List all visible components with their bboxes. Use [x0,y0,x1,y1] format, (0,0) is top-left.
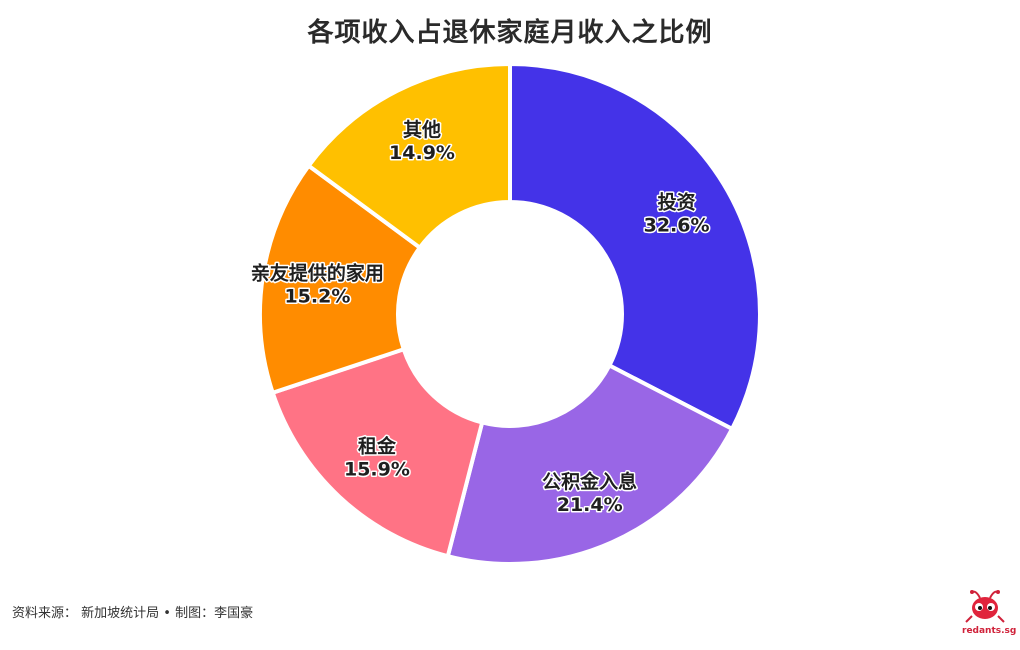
slice-value-label: 32.6% [644,215,710,237]
slice-label: 租金 [358,435,397,458]
slice-label: 投资 [658,191,696,214]
source-note: 资料来源： 新加坡统计局 • 制图：李国豪 [12,606,254,621]
slices-group [258,61,762,566]
slice-value-label: 15.9% [344,459,410,481]
slice-value-label: 15.2% [284,285,350,307]
pie-slice [508,61,762,432]
logo-text: redants.sg [962,626,1017,636]
pie-slice [445,362,735,566]
chart-title: 各项收入占退休家庭月收入之比例 [307,18,713,48]
ant-icon [965,590,1005,623]
slice-label: 公积金入息 [542,470,637,493]
pie-slice [258,162,423,396]
slice-label: 其他 [403,118,441,141]
pie-slice [305,61,512,251]
slice-value-label: 21.4% [557,494,623,516]
slice-value-label: 14.9% [389,142,455,164]
pie-slice [270,346,485,559]
slice-label: 亲友提供的家用 [251,261,384,284]
